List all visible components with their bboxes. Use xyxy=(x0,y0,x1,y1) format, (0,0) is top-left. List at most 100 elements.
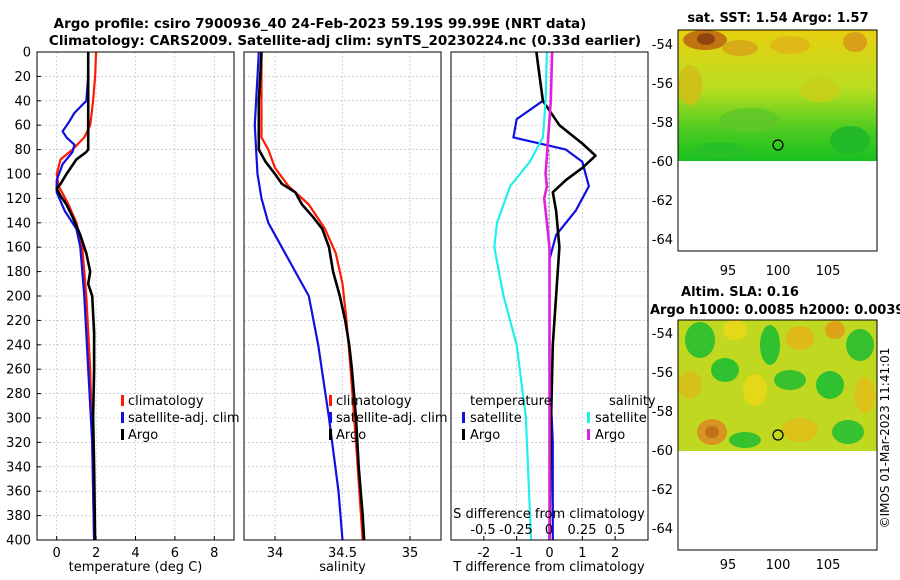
y-tick: -58 xyxy=(652,405,673,420)
y-tick: -54 xyxy=(652,38,673,53)
y-tick: -64 xyxy=(652,233,673,248)
s-tick: -0.25 xyxy=(499,523,533,538)
sst-map: sat. SST: 1.54 Argo: 1.57 -54 -56 -58 -6… xyxy=(652,11,878,279)
s-difference-label: S difference from climatology xyxy=(453,507,645,522)
x-tick-label: 35 xyxy=(402,546,419,561)
sla-map-x-ticks: 95 100 105 xyxy=(720,558,841,573)
salinity-x-axis: 34 34.5 35 xyxy=(267,536,418,561)
depth-axis: 0 20 40 60 80 100 120 140 160 180 200 220 240 260 280 3… xyxy=(6,46,41,549)
y-tick: -56 xyxy=(652,77,673,92)
depth-tick-label: 380 xyxy=(6,509,31,524)
x-tick-label: 0 xyxy=(53,546,61,561)
y-tick: -56 xyxy=(652,366,673,381)
y-tick: -54 xyxy=(652,327,673,342)
depth-tick-label: 260 xyxy=(6,363,31,378)
depth-tick-label: 120 xyxy=(6,192,31,207)
x-tick-label: -1 xyxy=(510,546,523,561)
x-tick: 105 xyxy=(816,558,841,573)
depth-tick-label: 40 xyxy=(14,94,31,109)
x-tick-label: 2 xyxy=(611,546,619,561)
argo-location-marker xyxy=(772,139,784,151)
legend-salinity-title: salinity xyxy=(609,394,656,409)
depth-tick-label: 300 xyxy=(6,412,31,427)
imos-watermark: ©IMOS 01-Mar-2023 11:41:01 xyxy=(878,348,892,529)
depth-tick-label: 60 xyxy=(14,119,31,134)
legend-argo: Argo xyxy=(336,428,366,443)
x-tick: 100 xyxy=(766,264,791,279)
s-difference-ticks: -0.5 -0.25 0 0.25 0.5 xyxy=(470,523,625,538)
depth-tick-label: 280 xyxy=(6,387,31,402)
depth-tick-label: 400 xyxy=(6,534,31,549)
s-tick: 0.5 xyxy=(605,523,626,538)
y-tick: -64 xyxy=(652,522,673,537)
depth-tick-label: 160 xyxy=(6,241,31,256)
title-line-1: Argo profile: csiro 7900936_40 24-Feb-20… xyxy=(54,16,587,32)
t-difference-x-axis: -2 -1 0 1 2 xyxy=(477,536,619,561)
s-tick: -0.5 xyxy=(470,523,495,538)
legend-s-satellite: satellite xyxy=(595,411,647,426)
legend-t-argo: Argo xyxy=(470,428,500,443)
legend-argo: Argo xyxy=(128,428,158,443)
temperature-panel: 0204060801001201401601802002202402602803… xyxy=(6,46,239,576)
depth-tick-label: 0 xyxy=(23,46,31,61)
t-difference-xlabel: T difference from climatology xyxy=(452,560,645,575)
title-line-2: Climatology: CARS2009. Satellite-adj cli… xyxy=(49,33,641,49)
salinity-xlabel: salinity xyxy=(319,560,366,575)
y-tick: -62 xyxy=(652,194,673,209)
argo-location-marker xyxy=(772,429,784,441)
sla-map-title-1: Altim. SLA: 0.16 xyxy=(681,285,799,300)
y-tick: -60 xyxy=(652,155,673,170)
depth-tick-label: 180 xyxy=(6,265,31,280)
salinity-legend: climatology satellite-adj. clim Argo xyxy=(329,394,448,443)
x-tick-label: 0 xyxy=(545,546,553,561)
depth-tick-label: 360 xyxy=(6,485,31,500)
difference-legend: temperature satellite Argo salinity sate… xyxy=(462,394,656,443)
depth-tick-label: 80 xyxy=(14,143,31,158)
legend-temperature-title: temperature xyxy=(470,394,552,409)
legend-satellite-adj: satellite-adj. clim xyxy=(336,411,448,426)
x-tick-label: 34.5 xyxy=(328,546,357,561)
x-tick-label: -2 xyxy=(477,546,490,561)
series-argo xyxy=(55,52,97,540)
s-tick: 0.25 xyxy=(568,523,597,538)
sst-map-title: sat. SST: 1.54 Argo: 1.57 xyxy=(687,11,868,26)
y-tick: -62 xyxy=(652,483,673,498)
series-salinity-satellite xyxy=(493,52,548,540)
sla-map-title-2: Argo h1000: 0.0085 h2000: 0.0039 xyxy=(650,303,900,318)
x-tick-label: 1 xyxy=(578,546,586,561)
salinity-panel: 34 34.5 35 salinity climatology satellite-… xyxy=(243,51,448,575)
x-tick: 95 xyxy=(720,558,737,573)
y-tick: -58 xyxy=(652,116,673,131)
temperature-legend: climatology satellite-adj. clim Argo xyxy=(121,394,240,443)
depth-tick-label: 320 xyxy=(6,436,31,451)
depth-tick-label: 20 xyxy=(14,70,31,85)
series-satellite-adj-clim xyxy=(253,52,344,540)
depth-tick-label: 200 xyxy=(6,290,31,305)
legend-climatology: climatology xyxy=(128,394,204,409)
sst-map-y-ticks: -54 -56 -58 -60 -62 -64 xyxy=(652,38,673,248)
sla-map-y-ticks: -54 -56 -58 -60 -62 -64 xyxy=(652,327,673,537)
series-temperature-argo xyxy=(535,52,597,540)
x-tick-label: 8 xyxy=(210,546,218,561)
x-tick: 95 xyxy=(720,264,737,279)
x-tick: 100 xyxy=(766,558,791,573)
series-salinity-argo xyxy=(542,52,554,540)
depth-tick-label: 220 xyxy=(6,314,31,329)
legend-satellite-adj: satellite-adj. clim xyxy=(128,411,240,426)
depth-tick-label: 100 xyxy=(6,168,31,183)
depth-tick-label: 240 xyxy=(6,338,31,353)
series-argo xyxy=(257,52,366,540)
sla-map: Altim. SLA: 0.16 Argo h1000: 0.0085 h200… xyxy=(650,285,900,573)
x-tick-label: 6 xyxy=(171,546,179,561)
x-tick: 105 xyxy=(816,264,841,279)
temperature-x-axis: 0 2 4 6 8 xyxy=(53,536,218,561)
difference-panel: -2 -1 0 1 2 S difference from climatology -0… xyxy=(450,51,656,575)
x-tick-label: 34 xyxy=(267,546,284,561)
s-tick: 0 xyxy=(545,523,553,538)
legend-t-satellite: satellite xyxy=(470,411,522,426)
sst-map-x-ticks: 95 100 105 xyxy=(720,264,841,279)
legend-s-argo: Argo xyxy=(595,428,625,443)
depth-tick-label: 140 xyxy=(6,216,31,231)
series-satellite-adj-clim xyxy=(55,52,96,540)
